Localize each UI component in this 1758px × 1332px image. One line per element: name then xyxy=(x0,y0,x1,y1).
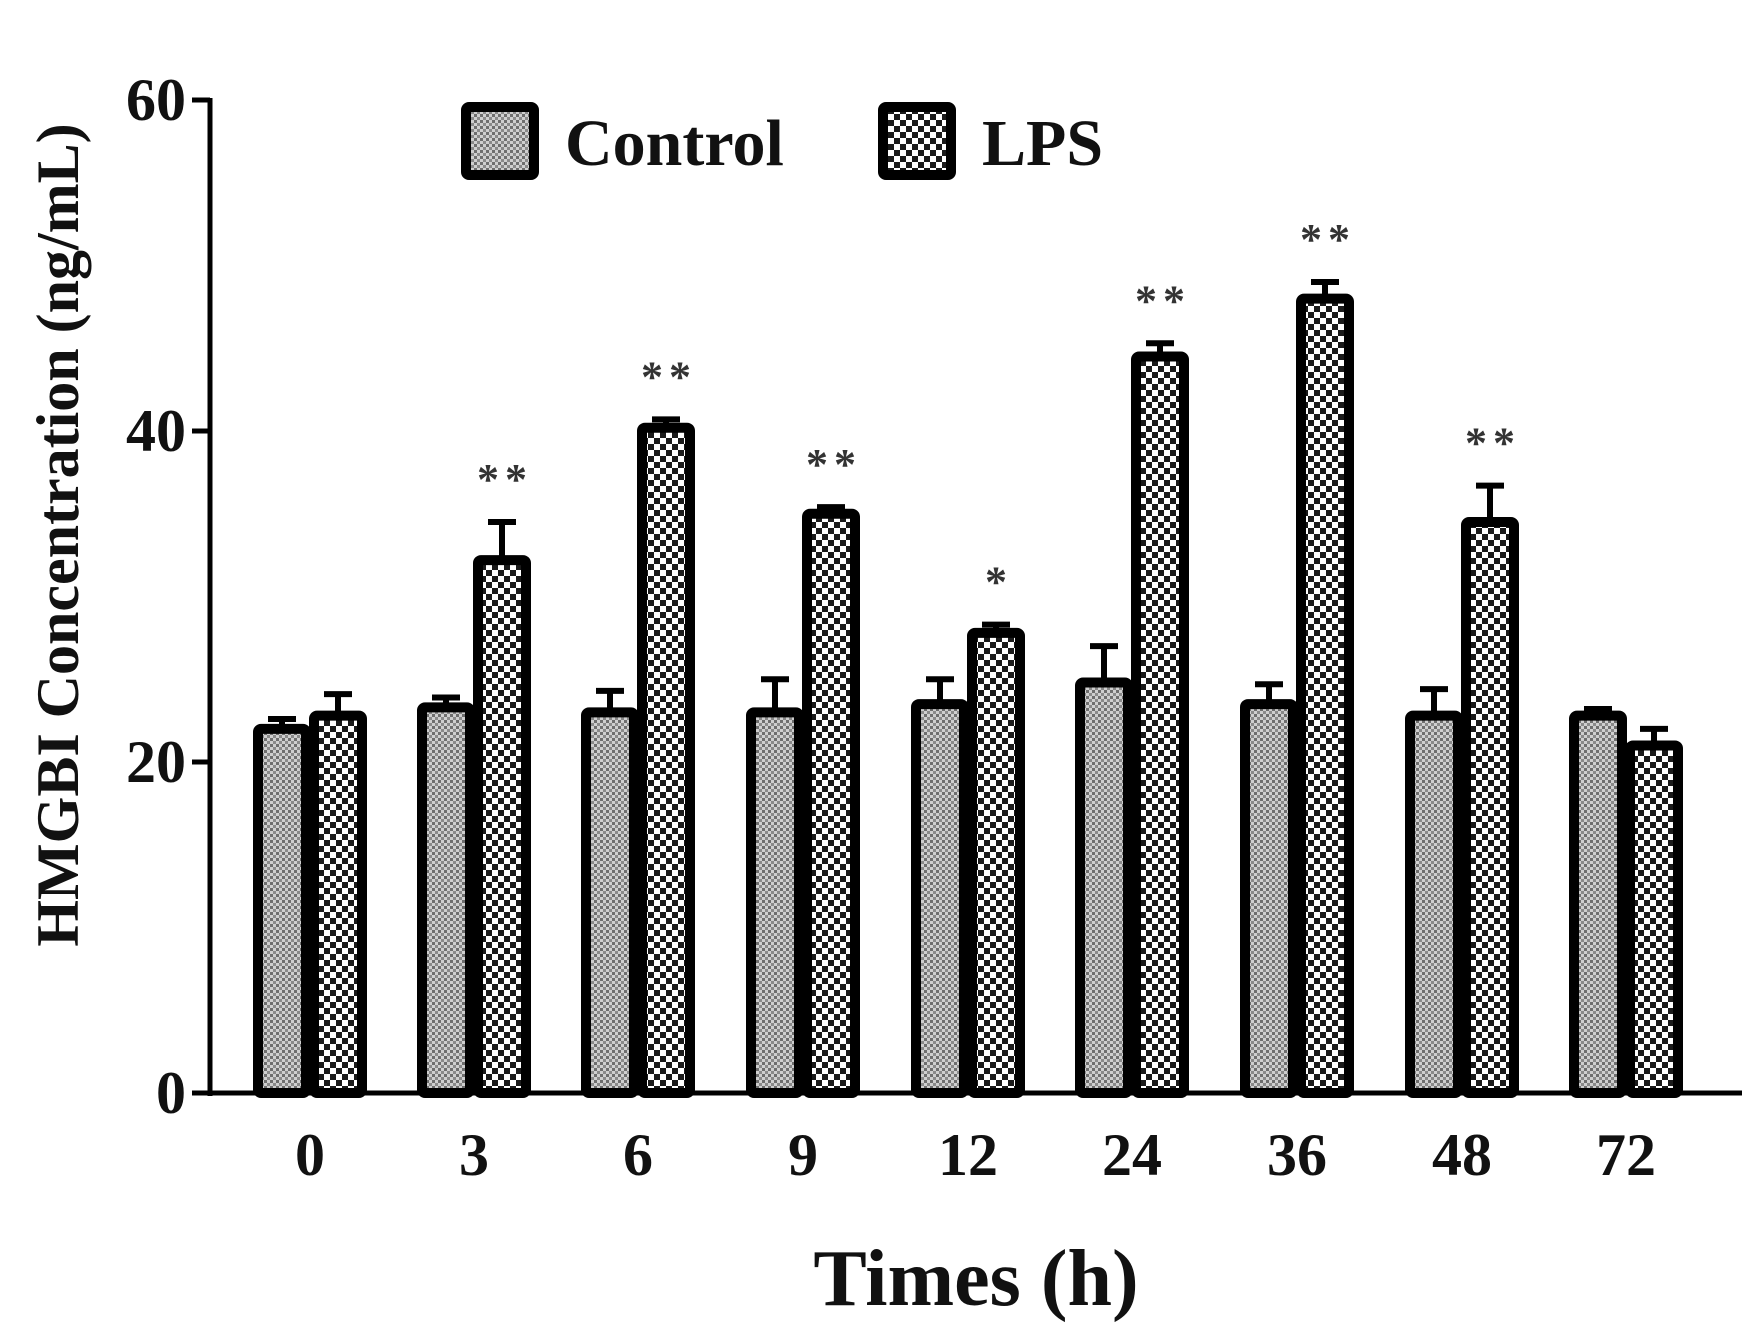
y-axis-title: HMGBI Concentration (ng/mL) xyxy=(25,123,91,946)
bar-lps-48 xyxy=(1461,517,1519,1098)
legend-label-lps: LPS xyxy=(982,107,1103,180)
x-tick-label-24: 24 xyxy=(1102,1122,1162,1188)
y-tick-label: 0 xyxy=(156,1060,186,1126)
legend-label-control: Control xyxy=(565,107,784,180)
x-axis-title: Times (h) xyxy=(813,1235,1138,1323)
significance-marker-9: ** xyxy=(806,440,862,489)
y-tick-label: 40 xyxy=(126,398,186,464)
bar-lps-9 xyxy=(802,508,860,1098)
bar-control-0 xyxy=(253,723,311,1099)
significance-marker-6: ** xyxy=(641,352,697,401)
y-tick-label: 20 xyxy=(126,729,186,795)
legend-swatch-lps xyxy=(878,102,956,180)
x-tick-label-36: 36 xyxy=(1267,1122,1327,1188)
x-tick-label-12: 12 xyxy=(938,1122,998,1188)
y-tick-label: 60 xyxy=(126,67,186,133)
legend-swatch-control xyxy=(461,102,539,180)
x-tick-label-72: 72 xyxy=(1596,1122,1656,1188)
bar-control-72 xyxy=(1569,710,1627,1098)
x-tick-label-6: 6 xyxy=(623,1122,653,1188)
significance-marker-3: ** xyxy=(477,455,533,504)
x-tick-label-48: 48 xyxy=(1432,1122,1492,1188)
bar-control-24 xyxy=(1075,677,1133,1098)
x-tick-label-3: 3 xyxy=(459,1122,489,1188)
bar-lps-72 xyxy=(1625,740,1683,1098)
x-tick-label-0: 0 xyxy=(295,1122,325,1188)
bar-control-48 xyxy=(1405,710,1463,1098)
bar-control-6 xyxy=(581,707,639,1098)
bar-lps-3 xyxy=(473,555,531,1098)
significance-marker-24: ** xyxy=(1135,276,1191,325)
significance-marker-36: ** xyxy=(1300,215,1356,264)
bar-control-9 xyxy=(746,707,804,1098)
bar-lps-24 xyxy=(1131,351,1189,1098)
x-tick-label-9: 9 xyxy=(788,1122,818,1188)
significance-marker-12: * xyxy=(985,558,1013,607)
bar-lps-6 xyxy=(637,422,695,1098)
bar-lps-12 xyxy=(967,627,1025,1098)
bar-control-36 xyxy=(1240,699,1298,1098)
bar-lps-36 xyxy=(1296,293,1354,1099)
significance-marker-48: ** xyxy=(1465,419,1521,468)
bar-lps-0 xyxy=(309,710,367,1098)
bar-control-3 xyxy=(417,702,475,1098)
bar-control-12 xyxy=(911,699,969,1098)
